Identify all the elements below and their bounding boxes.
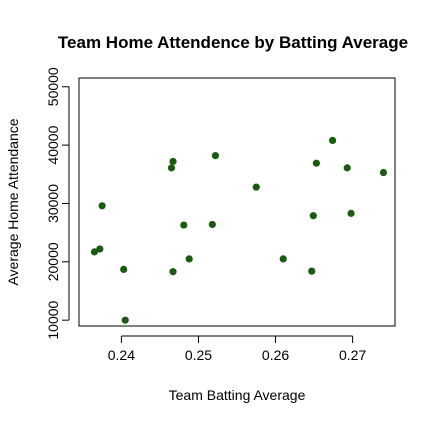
y-tick-label: 50000 [45,67,61,106]
data-point [167,164,176,172]
data-point [98,202,106,210]
y-axis: 10000 20000 30000 40000 50000 [45,67,70,340]
data-point [279,255,287,263]
data-point [211,152,220,160]
data-point [308,267,316,275]
data-point [180,221,188,229]
data-point [185,255,193,263]
data-point [120,265,128,273]
x-tick-label: 0.25 [185,347,212,363]
chart-title: Team Home Attendence by Batting Average [58,33,408,52]
y-tick-label: 10000 [45,300,61,339]
data-point [96,245,104,253]
data-point [312,159,320,167]
data-point [90,248,99,256]
data-point [347,209,355,217]
x-axis: 0.24 0.25 0.26 0.27 [108,335,366,363]
x-tick-label: 0.24 [108,347,135,363]
data-point [328,136,337,145]
data-point [169,268,177,276]
data-point [343,164,351,172]
x-tick-label: 0.27 [339,347,366,363]
data-points [90,136,388,324]
x-axis-label: Team Batting Average [169,387,306,403]
x-tick-label: 0.26 [262,347,289,363]
plot-frame [78,77,396,327]
data-point [208,220,216,229]
y-axis-label: Average Home Attendance [5,118,21,285]
data-point [379,168,388,177]
data-point [252,183,260,191]
y-tick-label: 40000 [45,125,61,164]
data-point [169,157,177,166]
data-point [121,316,129,324]
data-point [309,212,317,220]
y-tick-label: 30000 [45,184,61,223]
y-tick-label: 20000 [45,242,61,281]
